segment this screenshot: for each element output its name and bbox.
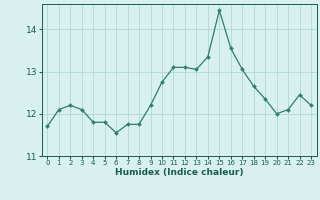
X-axis label: Humidex (Indice chaleur): Humidex (Indice chaleur) — [115, 168, 244, 177]
